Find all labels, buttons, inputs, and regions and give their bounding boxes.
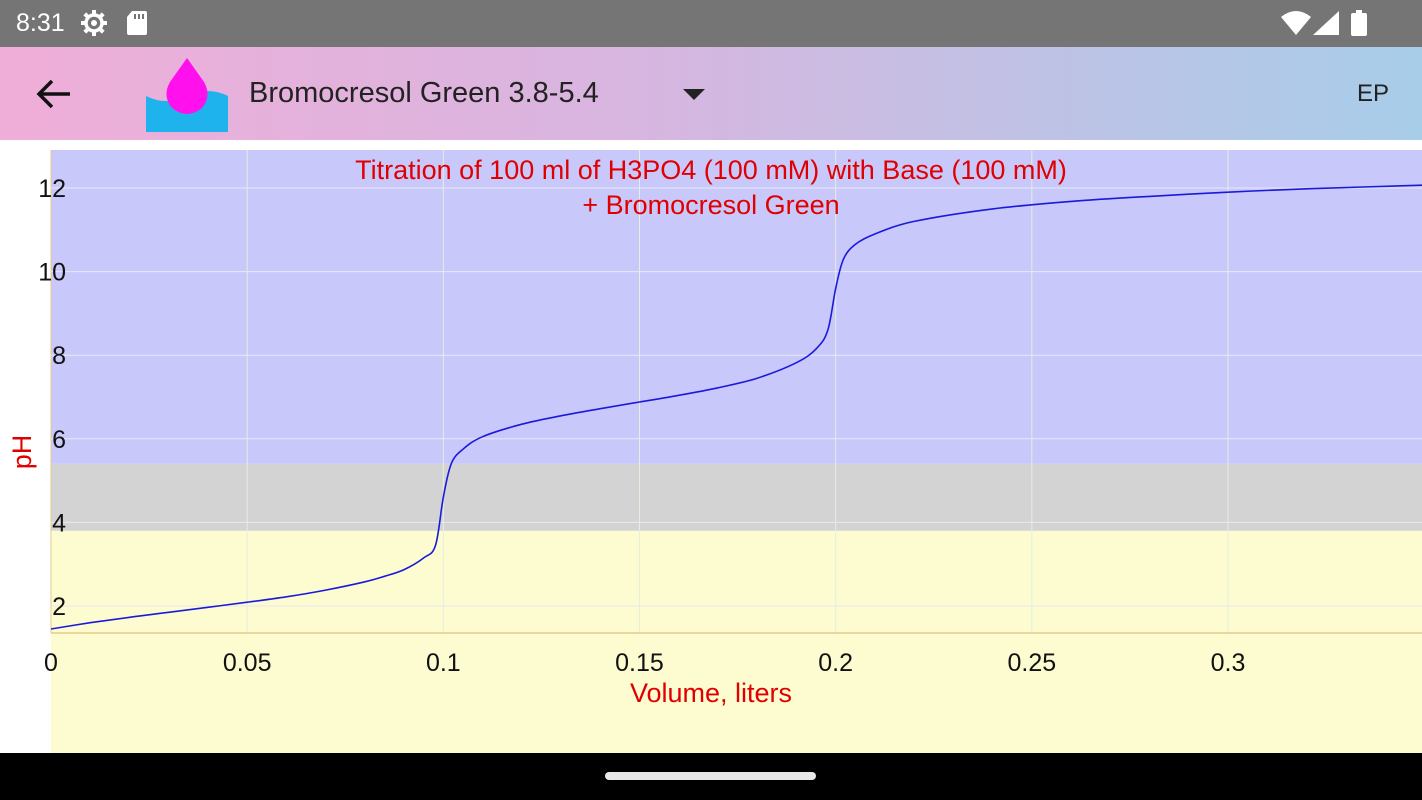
y-tick-label: 2 — [52, 593, 66, 621]
titration-curve-line — [50, 184, 1422, 630]
ep-button[interactable]: EP — [1357, 80, 1390, 107]
status-time: 8:31 — [16, 9, 65, 37]
axis-ticks: 0 0.05 0.1 0.15 0.2 0.25 0.3 2 4 6 8 10 12 — [38, 175, 1245, 677]
status-bar: 8:31 — [0, 0, 1422, 47]
settings-gear-icon — [81, 10, 107, 36]
app-logo-drop-icon — [146, 58, 228, 132]
x-tick-label: 0.1 — [426, 649, 461, 677]
x-tick-label: 0.15 — [615, 649, 664, 677]
y-tick-label: 8 — [52, 342, 66, 370]
sd-card-icon — [127, 11, 147, 35]
x-tick-label: 0.25 — [1007, 649, 1056, 677]
color-band — [51, 530, 1422, 753]
y-axis-label: pH — [7, 435, 37, 470]
x-tick-label: 0.05 — [223, 649, 272, 677]
home-gesture-handle[interactable] — [605, 772, 816, 780]
titration-curve-group — [50, 184, 1422, 630]
chart-subtitle: + Bromocresol Green — [582, 190, 839, 220]
chart-title: Titration of 100 ml of H3PO4 (100 mM) wi… — [355, 155, 1067, 185]
x-tick-label: 0 — [44, 649, 58, 677]
y-tick-label: 10 — [38, 259, 66, 287]
y-tick-label: 4 — [52, 509, 66, 537]
color-band — [51, 150, 1422, 464]
y-tick-label: 6 — [52, 426, 66, 454]
dropdown-arrow-icon[interactable] — [683, 89, 705, 101]
chart-grid — [50, 150, 1422, 634]
y-tick-label: 12 — [38, 175, 66, 203]
indicator-selector-label[interactable]: Bromocresol Green 3.8-5.4 — [249, 77, 599, 109]
chart-svg: 0 0.05 0.1 0.15 0.2 0.25 0.3 2 4 6 8 10 12 Titration… — [7, 150, 1422, 753]
titration-chart: 0 0.05 0.1 0.15 0.2 0.25 0.3 2 4 6 8 10 12 Titration… — [0, 140, 1422, 753]
indicator-color-bands — [51, 150, 1422, 753]
wifi-icon — [1281, 11, 1311, 35]
cell-signal-icon — [1313, 11, 1339, 35]
x-tick-label: 0.2 — [818, 649, 853, 677]
battery-icon — [1351, 10, 1367, 36]
back-arrow-icon[interactable] — [30, 73, 78, 115]
color-band — [51, 463, 1422, 531]
app-bar: Bromocresol Green 3.8-5.4 EP — [0, 47, 1422, 140]
x-tick-label: 0.3 — [1211, 649, 1246, 677]
x-axis-label: Volume, liters — [630, 678, 792, 708]
